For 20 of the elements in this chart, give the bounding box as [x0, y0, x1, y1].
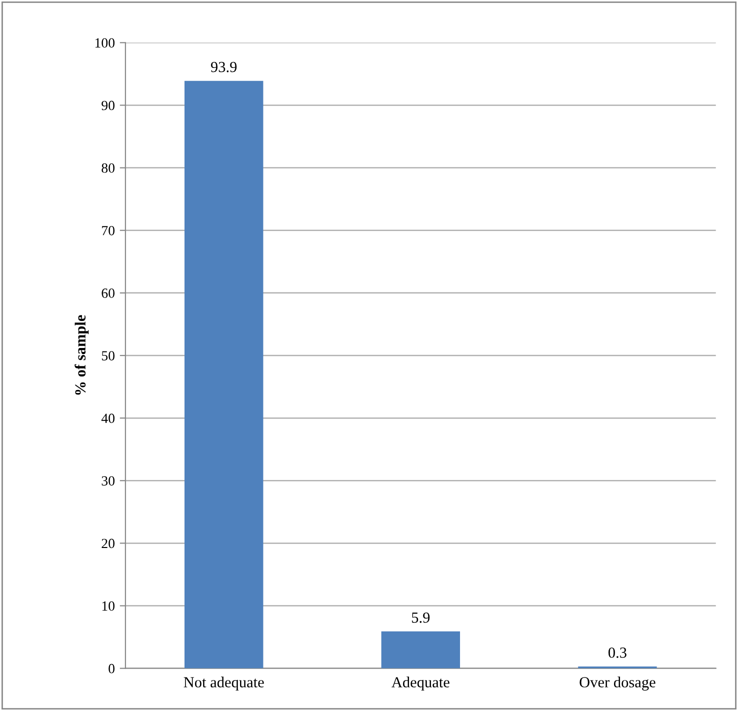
y-tick-label: 30 — [102, 476, 115, 486]
data-label: 93.9 — [210, 62, 237, 72]
y-tick-label: 0 — [108, 664, 115, 674]
y-tick-label: 20 — [102, 538, 115, 548]
y-tick-label: 60 — [102, 288, 115, 298]
bar — [184, 80, 264, 668]
y-tick-label: 90 — [102, 100, 115, 110]
x-tick-label: Over dosage — [580, 676, 656, 691]
bar — [381, 631, 460, 668]
y-tick-label: 80 — [102, 163, 115, 173]
y-tick-label: 40 — [101, 414, 115, 424]
data-label: 5.9 — [412, 612, 430, 623]
y-tick-label: 100 — [95, 38, 115, 48]
y-tick-label: 10 — [102, 601, 115, 611]
y-tick-label: 70 — [102, 226, 115, 236]
y-axis-title: % of sample — [74, 315, 89, 395]
y-tick-label: 50 — [102, 351, 115, 360]
x-tick-label: Not adequate — [184, 676, 264, 691]
data-label: 0.3 — [608, 647, 626, 658]
x-tick-label: Adequate — [392, 676, 450, 691]
